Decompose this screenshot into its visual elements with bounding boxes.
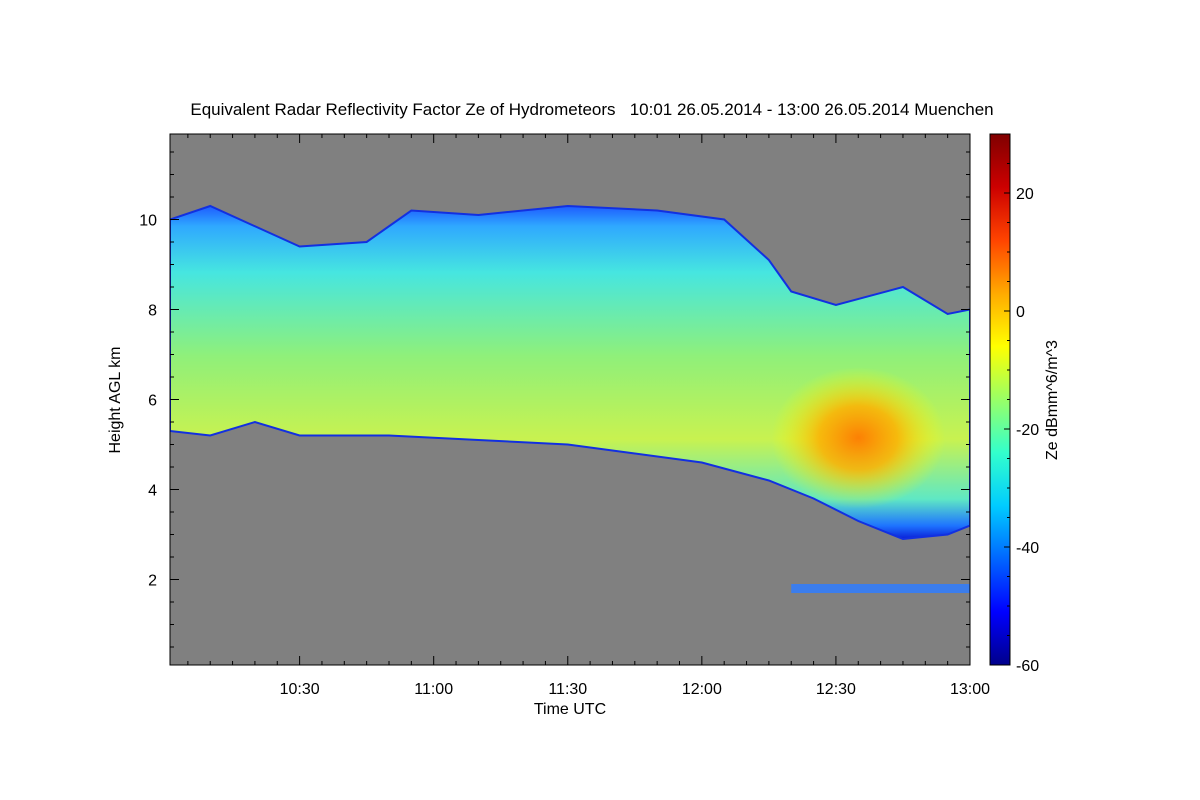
colorbar-ticks: -60 -40 -20 0 20 — [1004, 133, 1039, 675]
colorbar-tick-label: 0 — [1016, 304, 1025, 321]
x-tick-label: 13:00 — [950, 681, 990, 698]
high-reflectivity-core — [771, 367, 946, 509]
low-layer-band — [791, 584, 970, 593]
x-tick-label: 12:30 — [816, 681, 856, 698]
colorbar-tick-label: -40 — [1016, 540, 1039, 557]
y-tick-label: 10 — [139, 213, 157, 230]
y-axis-ticks: 2 4 6 8 10 — [139, 151, 970, 648]
y-tick-label: 8 — [148, 303, 157, 320]
chart-title: Equivalent Radar Reflectivity Factor Ze … — [190, 100, 993, 119]
colorbar-tick-label: -20 — [1016, 422, 1039, 439]
colorbar-tick-label: 20 — [1016, 186, 1034, 203]
colorbar-label: Ze dBmm^6/m^3 — [1044, 340, 1061, 460]
cloud-layer — [170, 204, 970, 541]
y-tick-label: 2 — [148, 573, 157, 590]
x-tick-label: 12:00 — [682, 681, 722, 698]
y-axis-label: Height AGL km — [107, 346, 124, 453]
x-tick-label: 11:00 — [414, 681, 453, 698]
plot-content — [170, 204, 970, 593]
y-tick-label: 4 — [148, 483, 157, 500]
x-axis-ticks: 10:30 11:00 11:30 12:00 12:30 13:00 — [187, 134, 990, 698]
colorbar-tick-label: -60 — [1016, 658, 1039, 675]
x-axis-label: Time UTC — [534, 701, 606, 718]
x-tick-label: 10:30 — [280, 681, 320, 698]
y-tick-label: 6 — [148, 393, 157, 410]
x-tick-label: 11:30 — [548, 681, 587, 698]
